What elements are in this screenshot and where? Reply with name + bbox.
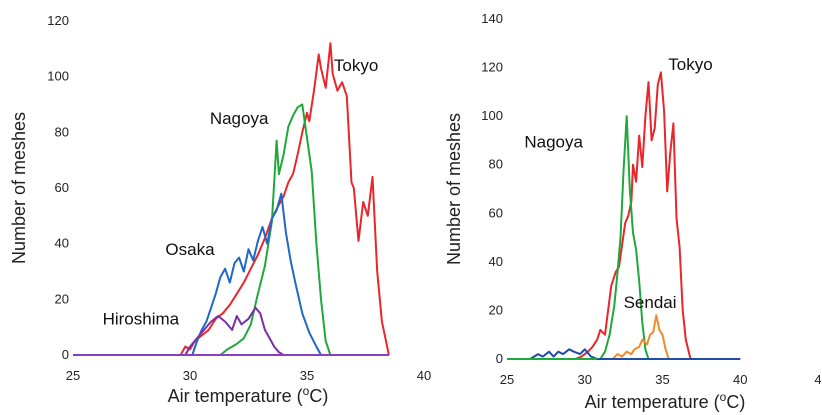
left-x-axis-title: Air temperature (oC) [168,384,329,406]
right-x-tick-label: 4 [814,372,821,387]
right-series-line-nagoya [599,115,650,360]
left-series-line-osaka [191,192,322,356]
left-x-tick-label: 35 [300,368,314,383]
right-annotation-tokyo: Tokyo [668,55,712,74]
left-annotation-nagoya: Nagoya [210,109,269,128]
left-y-tick-label: 100 [47,69,69,84]
right-y-tick-label: 100 [481,108,503,123]
right-chart-temperature-distribution: 0 20 40 60 80 100 120 140 25 30 35 40 4 Air temperatu… [444,11,822,412]
left-y-tick-label: 80 [55,124,69,139]
left-annotation-tokyo: Tokyo [334,56,378,75]
right-y-tick-label: 20 [489,302,503,317]
left-x-tick-label: 30 [183,368,197,383]
right-series-line-tokyo [575,71,692,360]
right-y-tick-label: 80 [489,157,503,172]
right-annotation-nagoya: Nagoya [524,133,583,152]
right-y-tick-label: 60 [489,205,503,220]
left-y-tick-label: 20 [55,291,69,306]
right-x-tick-label: 35 [655,372,669,387]
left-series-line-hiroshima [184,306,285,356]
right-x-tick-label: 25 [500,372,514,387]
left-series-line-nagoya [219,103,332,356]
right-y-axis-title: Number of meshes [444,113,464,265]
left-x-tick-label: 25 [66,368,80,383]
left-y-tick-label: 40 [55,236,69,251]
left-y-tick-label: 60 [55,180,69,195]
right-y-tick-label: 140 [481,11,503,26]
left-annotation-osaka: Osaka [165,240,215,259]
left-y-tick-label: 0 [62,347,69,362]
right-y-tick-label: 120 [481,60,503,75]
right-series-line-sendai [611,314,670,360]
right-y-tick-label: 40 [489,254,503,269]
right-annotation-sendai: Sendai [624,293,677,312]
left-y-axis-title: Number of meshes [9,112,29,264]
right-x-axis-title: Air temperature (oC) [585,390,746,412]
left-chart-temperature-distribution: 0 20 40 60 80 100 120 25 30 35 40 Air temperature (… [9,13,431,406]
right-series-line-baseline [529,348,741,360]
right-y-tick-label: 0 [496,351,503,366]
right-x-tick-label: 40 [733,372,747,387]
right-x-tick-label: 30 [578,372,592,387]
left-x-tick-label: 40 [417,368,431,383]
left-annotation-hiroshima: Hiroshima [103,309,180,328]
left-y-tick-label: 120 [47,13,69,28]
